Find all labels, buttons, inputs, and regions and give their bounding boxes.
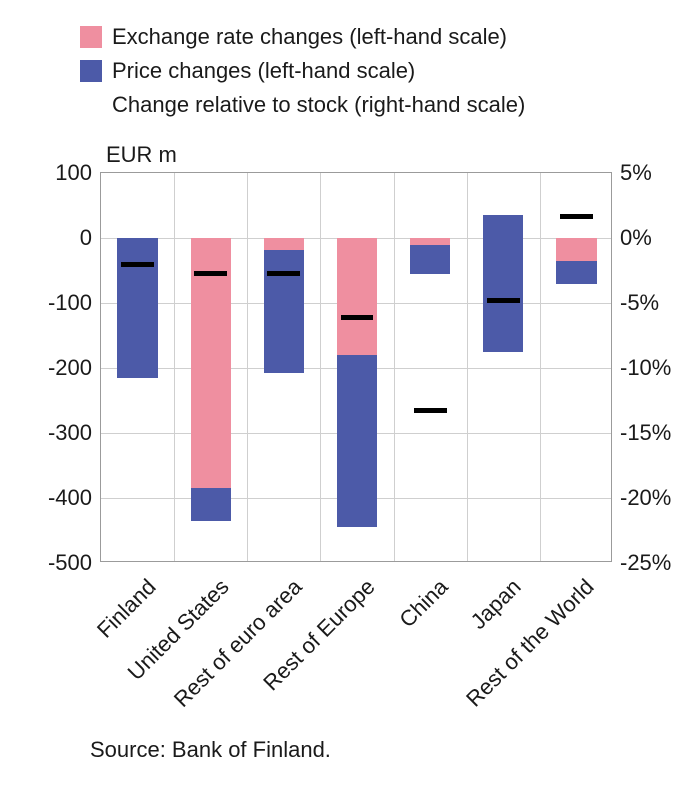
- bar-price: [337, 355, 377, 527]
- legend-item-exchange-rate: Exchange rate changes (left-hand scale): [80, 20, 525, 54]
- legend-label: Price changes (left-hand scale): [112, 58, 415, 84]
- y-left-tick-label: 0: [22, 225, 92, 251]
- bar-price: [264, 250, 304, 374]
- bar-price: [483, 215, 523, 352]
- y-right-tick-label: 5%: [620, 160, 652, 186]
- y-left-tick-label: -400: [22, 485, 92, 511]
- marker-relative: [560, 214, 593, 219]
- source-text: Source: Bank of Finland.: [90, 737, 331, 763]
- marker-relative: [414, 408, 447, 413]
- plot-area: [100, 172, 612, 562]
- y-right-tick-label: -10%: [620, 355, 671, 381]
- marker-relative: [267, 271, 300, 276]
- marker-relative: [341, 315, 374, 320]
- bar-price: [191, 488, 231, 521]
- y-right-tick-label: 0%: [620, 225, 652, 251]
- y-left-tick-label: -200: [22, 355, 92, 381]
- bar-price: [117, 238, 157, 378]
- chart-container: Exchange rate changes (left-hand scale) …: [0, 0, 696, 768]
- legend-item-relative: Change relative to stock (right-hand sca…: [80, 88, 525, 122]
- legend-label: Exchange rate changes (left-hand scale): [112, 24, 507, 50]
- marker-relative: [194, 271, 227, 276]
- legend-item-price: Price changes (left-hand scale): [80, 54, 525, 88]
- y-left-tick-label: 100: [22, 160, 92, 186]
- bar-exchange-rate: [337, 238, 377, 355]
- legend-label: Change relative to stock (right-hand sca…: [112, 92, 525, 118]
- bar-exchange-rate: [264, 238, 304, 250]
- y-left-tick-label: -300: [22, 420, 92, 446]
- bar-price: [410, 245, 450, 274]
- legend-swatch-icon: [80, 60, 102, 82]
- y-right-tick-label: -5%: [620, 290, 659, 316]
- marker-relative: [487, 298, 520, 303]
- bar-price: [556, 261, 596, 284]
- legend: Exchange rate changes (left-hand scale) …: [80, 20, 525, 122]
- y-left-tick-label: -500: [22, 550, 92, 576]
- marker-relative: [121, 262, 154, 267]
- y-right-tick-label: -15%: [620, 420, 671, 446]
- y-left-tick-label: -100: [22, 290, 92, 316]
- legend-swatch-icon: [80, 26, 102, 48]
- y-axis-unit: EUR m: [106, 142, 177, 168]
- y-right-tick-label: -20%: [620, 485, 671, 511]
- y-right-tick-label: -25%: [620, 550, 671, 576]
